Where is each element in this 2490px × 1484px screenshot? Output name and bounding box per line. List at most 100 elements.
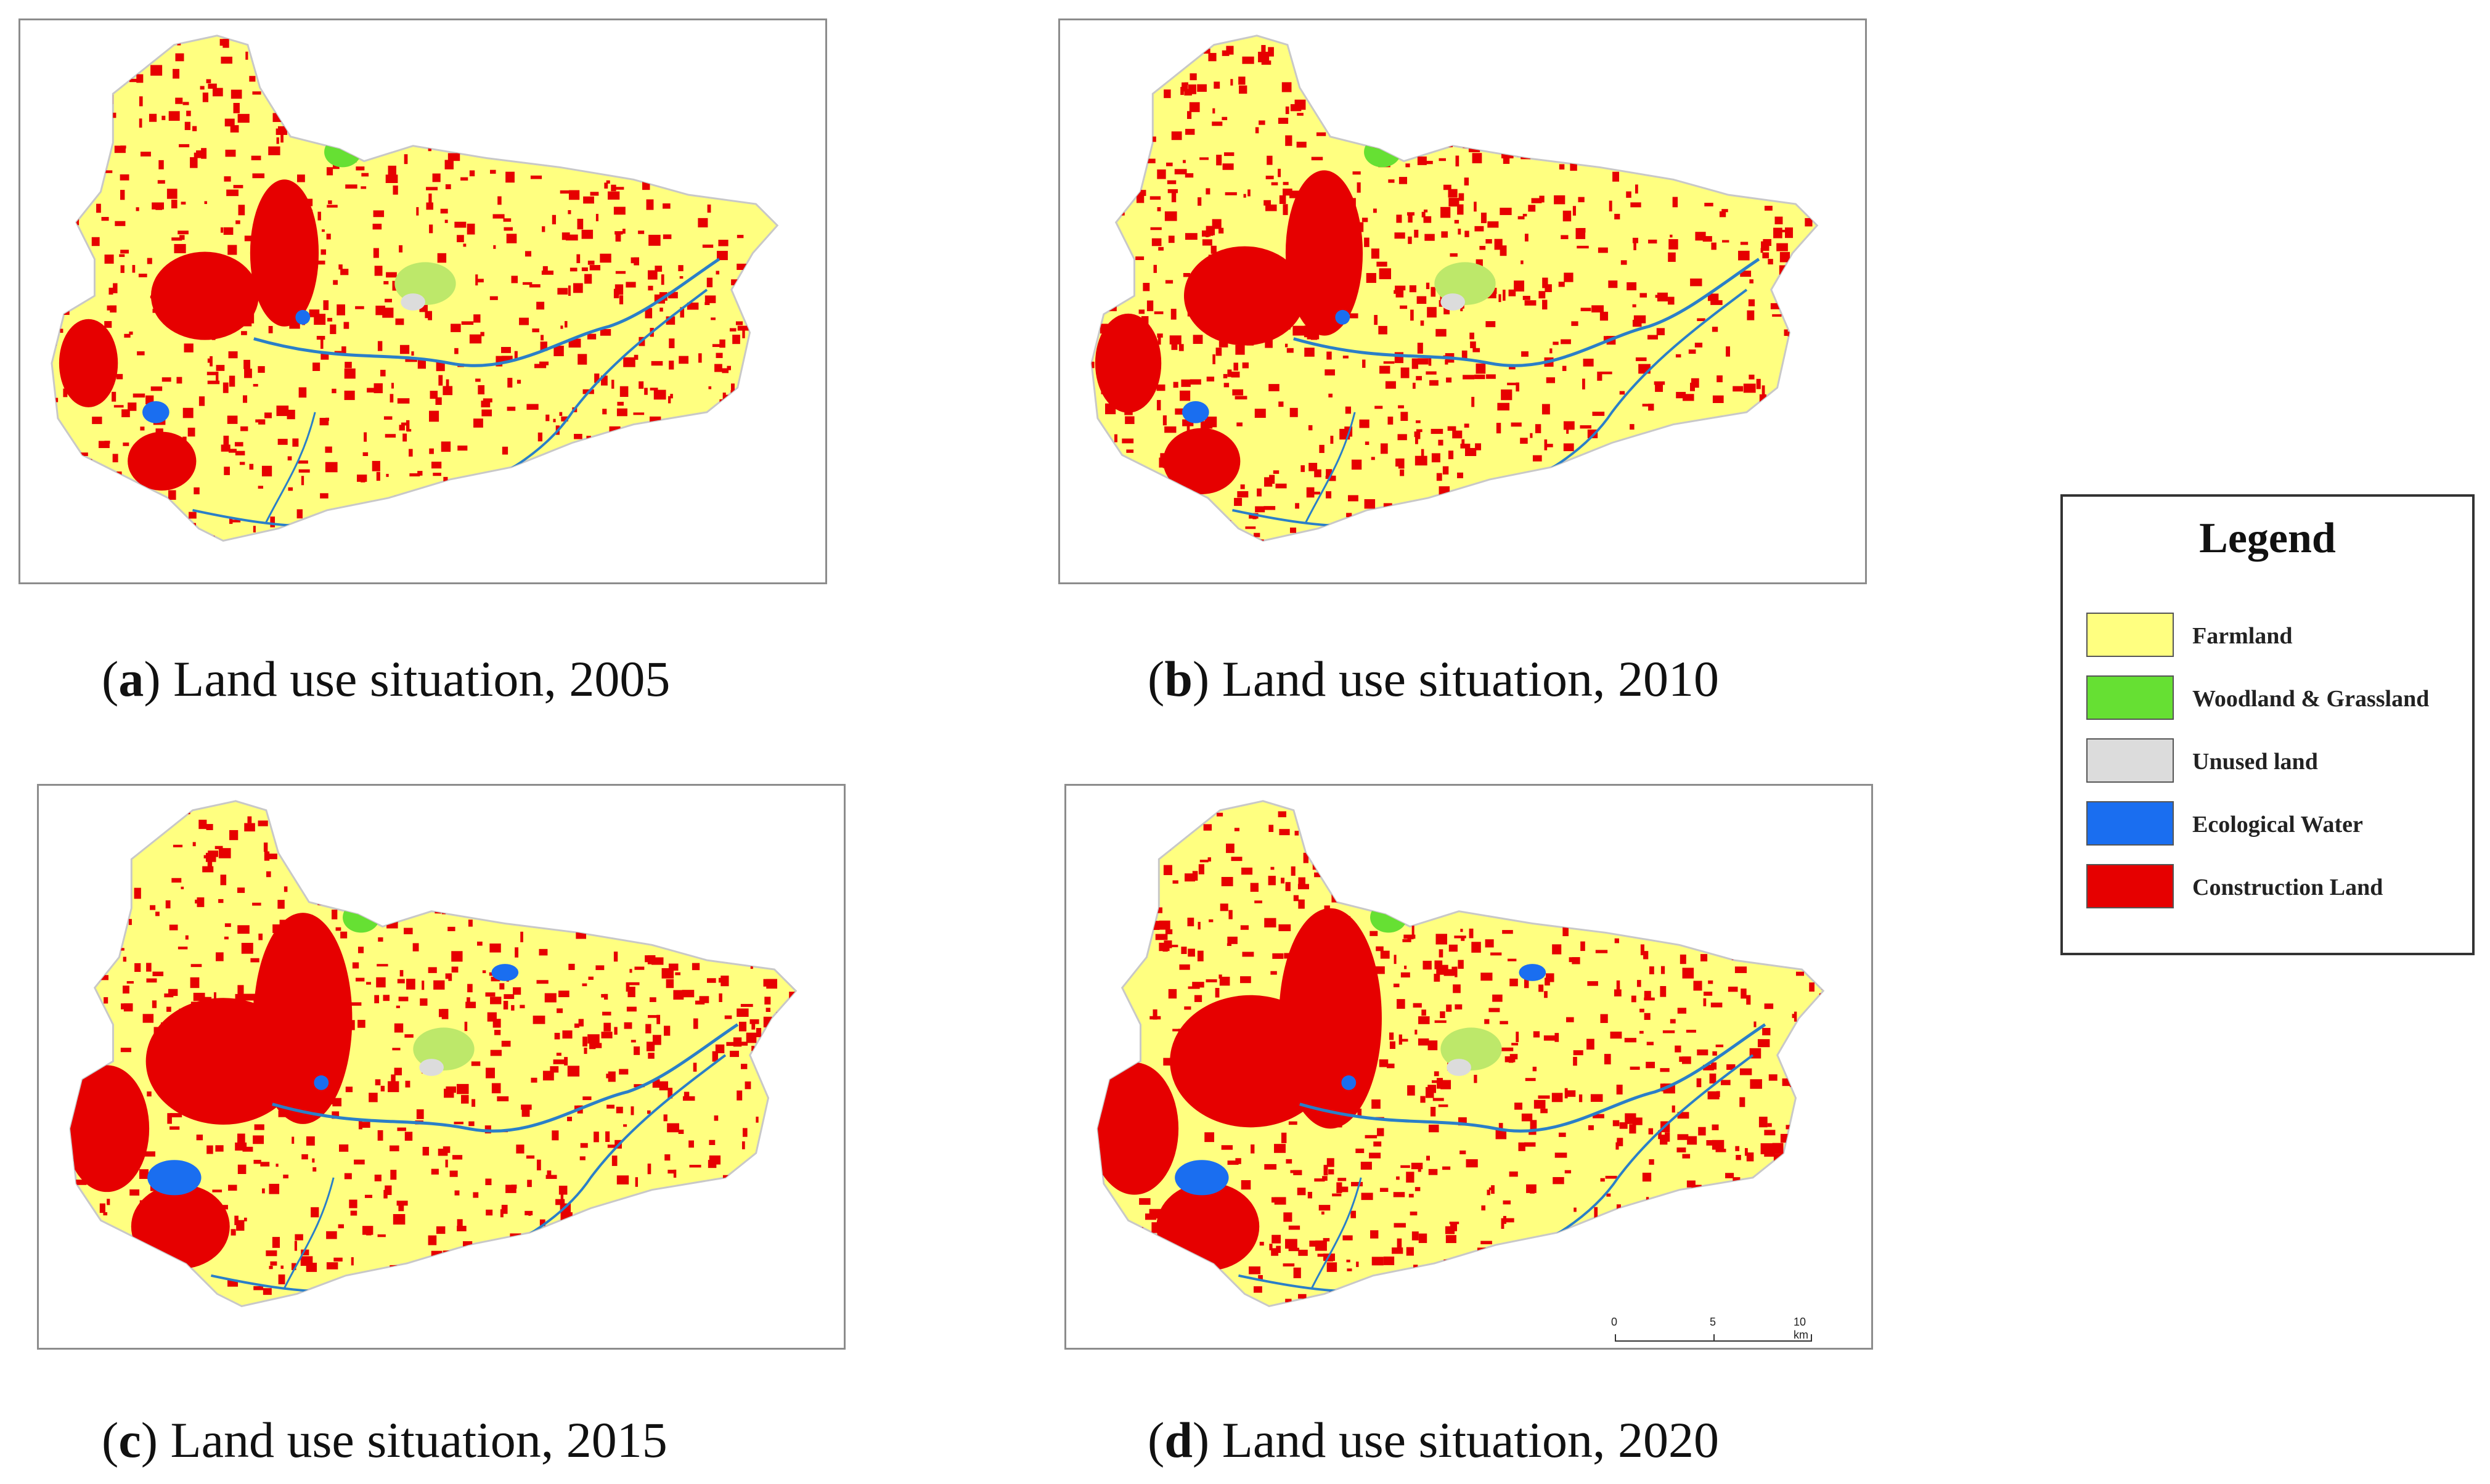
construction-patch bbox=[594, 1043, 602, 1048]
construction-patch bbox=[1400, 972, 1410, 978]
construction-patch bbox=[311, 1207, 319, 1218]
construction-patch bbox=[473, 1192, 479, 1198]
construction-patch bbox=[1794, 1011, 1797, 1022]
construction-patch bbox=[537, 146, 549, 152]
construction-patch bbox=[1682, 968, 1694, 979]
construction-patch bbox=[118, 542, 126, 552]
construction-patch bbox=[243, 359, 251, 369]
construction-patch bbox=[377, 964, 388, 967]
construction-patch bbox=[1824, 820, 1836, 825]
construction-patch bbox=[1394, 232, 1405, 239]
construction-patch bbox=[70, 301, 79, 306]
construction-patch bbox=[395, 318, 404, 325]
construction-patch bbox=[623, 357, 635, 367]
construction-patch bbox=[661, 507, 667, 515]
construction-patch bbox=[494, 894, 497, 900]
construction-patch bbox=[320, 493, 329, 499]
construction-patch bbox=[370, 835, 378, 846]
construction-patch bbox=[1716, 375, 1723, 383]
construction-patch bbox=[1157, 169, 1166, 179]
construction-patch bbox=[712, 1051, 719, 1062]
construction-patch bbox=[574, 1023, 579, 1028]
construction-patch bbox=[1757, 1276, 1769, 1281]
construction-patch bbox=[1159, 920, 1170, 930]
construction-patch bbox=[571, 145, 581, 151]
construction-patch bbox=[1146, 300, 1154, 311]
construction-patch bbox=[1746, 1285, 1750, 1290]
construction-patch bbox=[364, 432, 367, 442]
construction-patch bbox=[1335, 38, 1344, 43]
construction-patch bbox=[1426, 45, 1431, 56]
construction-patch bbox=[1342, 94, 1353, 97]
construction-patch bbox=[1091, 539, 1099, 541]
construction-patch bbox=[614, 1027, 618, 1035]
construction-patch bbox=[584, 274, 592, 284]
unused-patch bbox=[401, 293, 425, 311]
construction-patch bbox=[1443, 902, 1447, 912]
construction-patch bbox=[214, 846, 223, 849]
construction-patch bbox=[1259, 120, 1265, 125]
construction-patch bbox=[185, 935, 189, 940]
construction-patch bbox=[631, 1106, 634, 1115]
construction-patch bbox=[1413, 1003, 1422, 1008]
river bbox=[1311, 1177, 1362, 1289]
construction-patch bbox=[1350, 1210, 1357, 1218]
construction-patch bbox=[722, 393, 726, 402]
construction-patch bbox=[326, 234, 331, 240]
construction-patch bbox=[1264, 1164, 1277, 1170]
construction-patch bbox=[516, 380, 521, 384]
river bbox=[1305, 412, 1356, 523]
construction-patch bbox=[1091, 523, 1093, 529]
construction-patch bbox=[1385, 381, 1396, 389]
construction-patch bbox=[478, 385, 485, 394]
construction-patch bbox=[96, 39, 104, 46]
construction-patch bbox=[1600, 1014, 1608, 1023]
construction-patch bbox=[555, 1199, 565, 1205]
construction-patch bbox=[1634, 847, 1645, 857]
water-body bbox=[1175, 1160, 1229, 1196]
construction-patch bbox=[1366, 273, 1376, 283]
construction-patch bbox=[1254, 409, 1266, 418]
construction-patch bbox=[788, 1160, 796, 1172]
construction-patch bbox=[153, 818, 157, 825]
construction-patch bbox=[1674, 910, 1678, 918]
construction-patch bbox=[1586, 837, 1593, 842]
construction-patch bbox=[1704, 1253, 1708, 1258]
construction-patch bbox=[333, 1257, 343, 1262]
construction-patch bbox=[1768, 259, 1773, 265]
construction-patch bbox=[1538, 902, 1550, 908]
construction-patch bbox=[396, 103, 405, 113]
construction-patch bbox=[51, 240, 55, 248]
construction-patch bbox=[90, 144, 97, 155]
construction-patch bbox=[394, 1067, 402, 1075]
construction-patch bbox=[621, 479, 632, 488]
construction-patch bbox=[1575, 228, 1586, 239]
construction-patch bbox=[1416, 88, 1421, 94]
construction-patch bbox=[1114, 46, 1120, 55]
construction-patch bbox=[788, 967, 796, 972]
construction-patch bbox=[1379, 268, 1392, 280]
construction-patch bbox=[1678, 436, 1685, 444]
construction-patch bbox=[648, 285, 653, 291]
construction-patch bbox=[1389, 1032, 1394, 1040]
construction-patch bbox=[1746, 1279, 1756, 1288]
construction-patch bbox=[223, 435, 229, 445]
construction-patch bbox=[1170, 309, 1177, 320]
construction-patch bbox=[166, 189, 178, 199]
construction-patch bbox=[1304, 348, 1315, 357]
construction-patch bbox=[1665, 1207, 1670, 1215]
construction-patch bbox=[1720, 1080, 1731, 1085]
construction-patch bbox=[1334, 841, 1341, 844]
construction-patch bbox=[706, 277, 713, 288]
construction-patch bbox=[63, 284, 75, 293]
construction-patch bbox=[1242, 1309, 1251, 1315]
construction-patch bbox=[1490, 817, 1498, 820]
construction-patch bbox=[1668, 239, 1678, 250]
construction-patch bbox=[83, 802, 89, 809]
construction-patch bbox=[1614, 989, 1622, 997]
construction-patch bbox=[1097, 911, 1108, 922]
construction-patch bbox=[404, 1131, 413, 1141]
construction-patch bbox=[161, 115, 166, 120]
construction-patch bbox=[1702, 841, 1713, 850]
construction-patch bbox=[616, 408, 627, 417]
